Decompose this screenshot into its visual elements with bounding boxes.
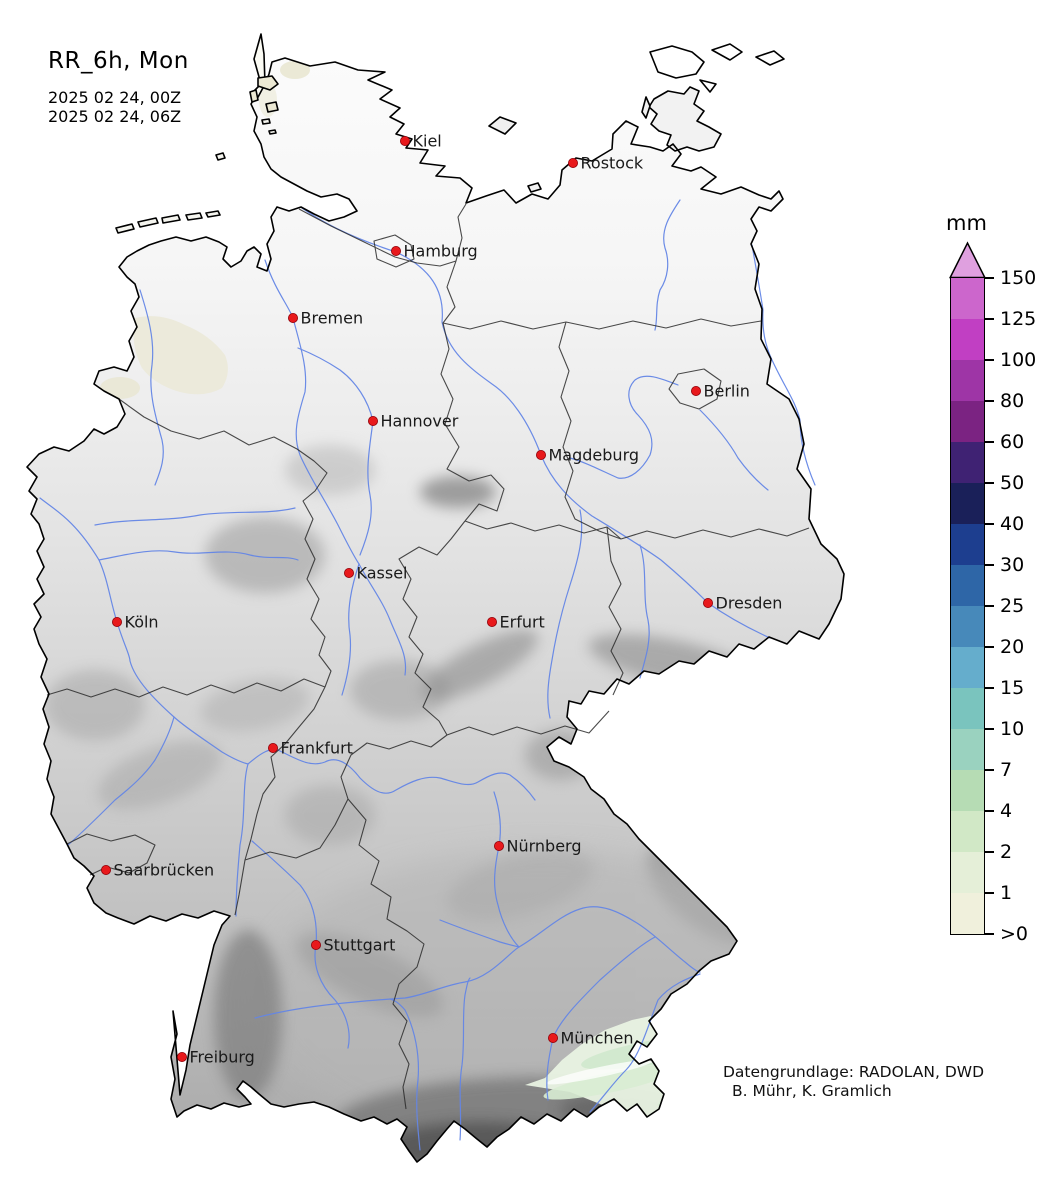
colorbar-segment bbox=[951, 688, 984, 729]
colorbar-tick-label: >0 bbox=[1000, 922, 1029, 945]
colorbar-tick-mark bbox=[985, 932, 994, 935]
colorbar-segment bbox=[951, 893, 984, 934]
colorbar-tick-mark bbox=[985, 440, 994, 443]
colorbar-segment bbox=[951, 729, 984, 770]
city-marker bbox=[493, 841, 504, 852]
colorbar-segment bbox=[951, 319, 984, 360]
city-marker bbox=[310, 940, 321, 951]
colorbar-tick-mark bbox=[985, 686, 994, 689]
city-marker bbox=[176, 1052, 187, 1063]
colorbar-tick-label: 50 bbox=[1000, 471, 1025, 494]
city-label: Rostock bbox=[581, 154, 644, 173]
city-markers: Kiel Rostock Hamburg Bremen Berlin Hannover Ma… bbox=[101, 132, 782, 1067]
city-marker bbox=[112, 617, 123, 628]
colorbar-segment bbox=[951, 278, 984, 319]
city-marker bbox=[390, 245, 401, 256]
city-label: Stuttgart bbox=[324, 936, 396, 955]
city-marker bbox=[399, 135, 410, 146]
colorbar-tick-label: 2 bbox=[1000, 840, 1013, 863]
city-marker bbox=[703, 598, 714, 609]
colorbar-tick-label: 20 bbox=[1000, 635, 1025, 658]
colorbar-tick-mark bbox=[985, 399, 994, 402]
colorbar-tick-label: 25 bbox=[1000, 594, 1025, 617]
city-label: Berlin bbox=[704, 382, 750, 401]
colorbar-tick-mark bbox=[985, 563, 994, 566]
city-marker bbox=[343, 568, 354, 579]
colorbar-tick-mark bbox=[985, 645, 994, 648]
state-borders bbox=[46, 203, 810, 1110]
city-label: Köln bbox=[125, 613, 159, 632]
city-marker bbox=[287, 312, 298, 323]
rivers bbox=[39, 199, 816, 1151]
colorbar-tick-mark bbox=[985, 768, 994, 771]
city-label: Frankfurt bbox=[281, 739, 353, 758]
colorbar-segment bbox=[951, 811, 984, 852]
colorbar-tick-label: 1 bbox=[1000, 881, 1013, 904]
colorbar-tick-label: 60 bbox=[1000, 430, 1025, 453]
city-marker bbox=[367, 415, 378, 426]
colorbar-segment bbox=[951, 401, 984, 442]
colorbar-tick-mark bbox=[985, 276, 994, 279]
header: RR_6h, Mon 2025 02 24, 00Z 2025 02 24, 0… bbox=[48, 48, 189, 126]
city-label: Magdeburg bbox=[549, 446, 640, 465]
city-marker bbox=[486, 617, 497, 628]
valid-from: 2025 02 24, 00Z bbox=[48, 88, 182, 107]
colorbar-segment bbox=[951, 606, 984, 647]
city-label: München bbox=[561, 1029, 634, 1048]
colorbar-tick-mark bbox=[985, 809, 994, 812]
city-label: Nürnberg bbox=[507, 837, 582, 856]
colorbar-tick-label: 15 bbox=[1000, 676, 1025, 699]
colorbar-tick-mark bbox=[985, 358, 994, 361]
colorbar-tick-label: 150 bbox=[1000, 266, 1037, 289]
colorbar-tick-label: 100 bbox=[1000, 348, 1037, 371]
credits: Datengrundlage: RADOLAN, DWD B. Mühr, K.… bbox=[723, 1063, 984, 1101]
city-label: Kiel bbox=[413, 132, 442, 151]
colorbar-tick-label: 4 bbox=[1000, 799, 1013, 822]
colorbar-tick-mark bbox=[985, 604, 994, 607]
colorbar-tick-mark bbox=[985, 850, 994, 853]
country-outline bbox=[26, 33, 845, 1163]
colorbar-segment bbox=[951, 565, 984, 606]
city-marker bbox=[548, 1033, 559, 1044]
city-label: Erfurt bbox=[500, 613, 545, 632]
colorbar-tick-mark bbox=[985, 522, 994, 525]
colorbar-segment bbox=[951, 770, 984, 811]
city-label: Kassel bbox=[357, 564, 408, 583]
city-label: Freiburg bbox=[190, 1048, 255, 1067]
city-marker bbox=[267, 743, 278, 754]
colorbar-tick-label: 80 bbox=[1000, 389, 1025, 412]
valid-to: 2025 02 24, 06Z bbox=[48, 107, 182, 126]
city-marker bbox=[536, 449, 547, 460]
colorbar-segment bbox=[951, 647, 984, 688]
city-label: Dresden bbox=[716, 594, 783, 613]
colorbar-segment bbox=[951, 360, 984, 401]
colorbar-tick-label: 125 bbox=[1000, 307, 1037, 330]
colorbar-segment bbox=[951, 852, 984, 893]
colorbar-tick-mark bbox=[985, 891, 994, 894]
colorbar-tick-label: 40 bbox=[1000, 512, 1025, 535]
colorbar-unit-label: mm bbox=[946, 211, 987, 235]
city-marker bbox=[101, 865, 112, 876]
colorbar-tick-label: 7 bbox=[1000, 758, 1013, 781]
colorbar-segment bbox=[951, 483, 984, 524]
city-marker bbox=[691, 385, 702, 396]
city-marker bbox=[568, 157, 579, 168]
colorbar-tick-label: 10 bbox=[1000, 717, 1025, 740]
colorbar-tick-mark bbox=[985, 317, 994, 320]
city-label: Hamburg bbox=[404, 242, 478, 261]
colorbar-tick-mark bbox=[985, 727, 994, 730]
colorbar-segment bbox=[951, 442, 984, 483]
city-label: Bremen bbox=[301, 309, 364, 328]
city-label: Hannover bbox=[381, 412, 459, 431]
city-label: Saarbrücken bbox=[114, 861, 215, 880]
credits-source: Datengrundlage: RADOLAN, DWD bbox=[723, 1063, 985, 1081]
colorbar-tick-label: 30 bbox=[1000, 553, 1025, 576]
colorbar bbox=[950, 277, 985, 935]
colorbar-arrow bbox=[949, 241, 987, 279]
page-title: RR_6h, Mon bbox=[48, 48, 189, 74]
colorbar-tick-mark bbox=[985, 481, 994, 484]
colorbar-segment bbox=[951, 524, 984, 565]
credits-authors: B. Mühr, K. Gramlich bbox=[732, 1082, 892, 1100]
